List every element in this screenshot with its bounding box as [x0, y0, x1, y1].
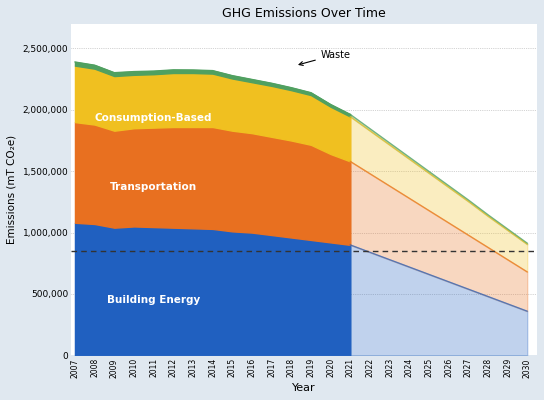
- X-axis label: Year: Year: [292, 383, 316, 393]
- Text: Consumption-Based: Consumption-Based: [95, 114, 212, 124]
- Text: Transportation: Transportation: [110, 182, 197, 192]
- Y-axis label: Emissions (mT CO₂e): Emissions (mT CO₂e): [7, 135, 17, 244]
- Text: Building Energy: Building Energy: [107, 295, 200, 305]
- Title: GHG Emissions Over Time: GHG Emissions Over Time: [222, 7, 386, 20]
- Text: Waste: Waste: [299, 50, 351, 66]
